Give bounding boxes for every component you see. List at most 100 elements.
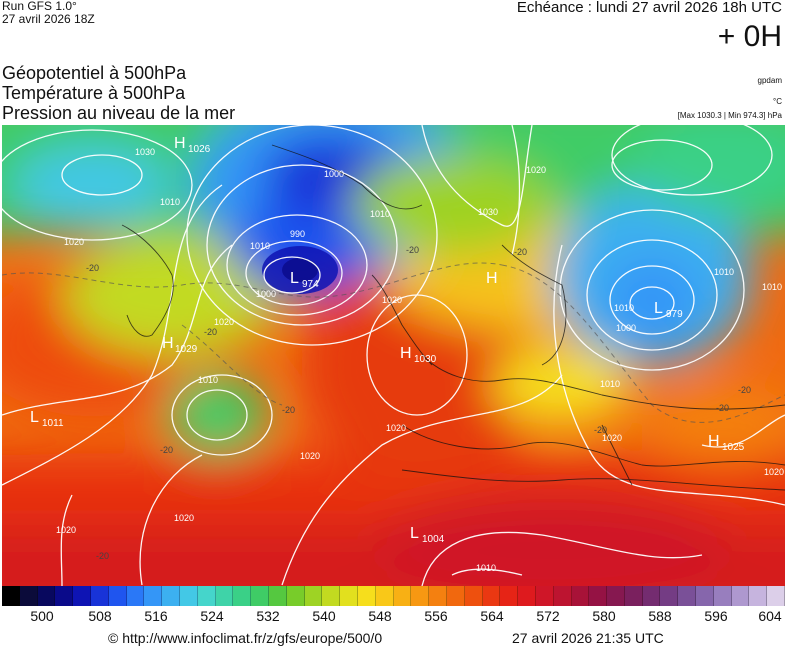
legend-tick-label: 508 [88, 608, 112, 624]
svg-text:1010: 1010 [614, 303, 634, 313]
svg-text:1020: 1020 [56, 525, 76, 535]
high-center: H 1025 [708, 433, 745, 453]
svg-text:1010: 1010 [198, 375, 218, 385]
svg-text:-20: -20 [594, 425, 607, 435]
high-center: H 1026 [174, 135, 211, 155]
legend-swatch [535, 586, 554, 606]
svg-text:1010: 1010 [762, 282, 782, 292]
svg-text:1011: 1011 [42, 418, 64, 429]
coastlines [121, 144, 785, 491]
forecast-valid-time: Echéance : lundi 27 avril 2026 18h UTC [516, 0, 782, 16]
svg-text:1000: 1000 [256, 289, 276, 299]
svg-text:974: 974 [302, 279, 319, 290]
svg-text:-20: -20 [204, 327, 217, 337]
legend-swatch [624, 586, 643, 606]
high-center: H [486, 270, 498, 287]
legend-swatch [179, 586, 198, 606]
legend-swatch [340, 586, 358, 606]
title-temperature: Température à 500hPa [2, 83, 186, 103]
legend-swatch [642, 586, 661, 606]
legend-swatch [73, 586, 91, 606]
svg-text:1020: 1020 [64, 237, 84, 247]
svg-text:1020: 1020 [602, 433, 622, 443]
legend-swatch [500, 586, 519, 606]
svg-text:1030: 1030 [414, 354, 437, 365]
legend-swatch [446, 586, 465, 606]
svg-text:1020: 1020 [386, 423, 406, 433]
low-center: L 1011 [30, 409, 64, 429]
legend-swatch [749, 586, 768, 606]
legend-swatch [678, 586, 697, 606]
svg-text:1020: 1020 [214, 317, 234, 327]
legend-tick-label: 564 [480, 608, 504, 624]
legend-tick-label: 516 [144, 608, 168, 624]
svg-text:1004: 1004 [422, 534, 445, 545]
svg-text:L: L [290, 270, 299, 287]
svg-text:L: L [30, 409, 39, 426]
legend-swatch [304, 586, 323, 606]
legend-swatch [482, 586, 501, 606]
legend-swatch [162, 586, 180, 606]
svg-text:990: 990 [290, 229, 305, 239]
legend-swatch [607, 586, 625, 606]
legend-tick-label: 500 [30, 608, 54, 624]
isobars [2, 125, 785, 586]
legend-swatch [108, 586, 127, 606]
svg-text:1010: 1010 [600, 379, 620, 389]
legend-swatch [233, 586, 252, 606]
legend-swatch [696, 586, 714, 606]
svg-text:1010: 1010 [476, 563, 496, 573]
low-center: L 1004 [410, 525, 445, 545]
legend-ticks: 500 508 516 524 532 540 548 556 564 572 580 588 596 6… [2, 608, 785, 626]
low-center: L 979 [654, 300, 683, 320]
legend-tick-label: 540 [312, 608, 336, 624]
run-label: Run GFS 1.0° [2, 0, 77, 13]
svg-text:1000: 1000 [616, 323, 636, 333]
svg-text:1025: 1025 [722, 442, 745, 453]
high-center: H 1029 [162, 335, 198, 355]
legend-swatch [322, 586, 341, 606]
legend-tick-label: 532 [256, 608, 280, 624]
isotherm-labels: -20 -20 -20 -20 -20 -20 -20 -20 -20 -20 [86, 245, 751, 561]
copyright-link[interactable]: © http://www.infoclimat.fr/z/gfs/europe/… [108, 630, 383, 646]
title-pressure: Pression au niveau de la mer [2, 103, 236, 123]
svg-text:1010: 1010 [250, 241, 270, 251]
generation-timestamp: 27 avril 2026 21:35 UTC [512, 630, 664, 646]
legend-tick-label: 588 [648, 608, 672, 624]
svg-text:-20: -20 [282, 405, 295, 415]
svg-text:H: H [174, 135, 186, 152]
legend-swatch [375, 586, 394, 606]
svg-text:1029: 1029 [175, 344, 198, 355]
legend-swatch [731, 586, 750, 606]
legend-swatch [90, 586, 109, 606]
svg-text:979: 979 [666, 309, 683, 320]
svg-text:L: L [654, 300, 663, 317]
legend-swatch [357, 586, 376, 606]
isotherms [2, 262, 785, 423]
pressure-centers: H 1026 L 974 L 979 H 1029 H 1030 H L 101… [30, 135, 745, 545]
weather-map: H 1026 L 974 L 979 H 1029 H 1030 H L 101… [2, 125, 785, 586]
legend-tick-label: 556 [424, 608, 448, 624]
legend-swatch [251, 586, 269, 606]
legend-swatch [19, 586, 38, 606]
legend-swatch [286, 586, 305, 606]
legend-swatch [268, 586, 287, 606]
legend-swatch [767, 586, 786, 606]
unit-geopotential: gpdam [757, 76, 782, 85]
svg-text:1020: 1020 [764, 467, 784, 477]
svg-text:H: H [708, 433, 720, 450]
isobar-labels: 1030 1020 1010 1000 990 1010 1000 1010 1… [56, 147, 784, 573]
pressure-range: [Max 1030.3 | Min 974.3] hPa [677, 111, 782, 120]
svg-text:1020: 1020 [300, 451, 320, 461]
legend-tick-label: 572 [536, 608, 560, 624]
svg-text:1030: 1030 [478, 207, 498, 217]
legend-swatch [411, 586, 430, 606]
legend-swatch [2, 586, 20, 606]
legend-tick-label: 548 [368, 608, 392, 624]
svg-text:H: H [400, 345, 412, 362]
svg-text:-20: -20 [96, 551, 109, 561]
legend-swatch [553, 586, 572, 606]
legend-tick-label: 524 [200, 608, 224, 624]
legend-swatch [713, 586, 732, 606]
legend-swatch [55, 586, 74, 606]
